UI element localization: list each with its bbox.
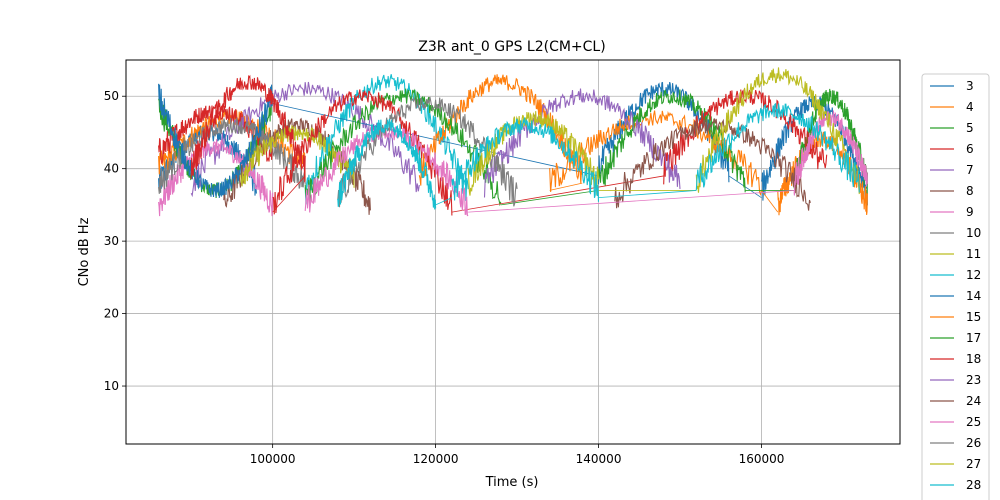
series-24-pass (614, 118, 811, 211)
legend-item: 14 (930, 289, 981, 303)
x-tick-label: 100000 (250, 452, 296, 466)
x-axis-label: Time (s) (485, 475, 539, 490)
series-28-pass (451, 117, 600, 202)
series-25-pass (304, 124, 469, 217)
legend-label: 10 (966, 226, 981, 240)
series-25-line (304, 110, 868, 217)
legend-item: 6 (930, 142, 974, 156)
y-tick-label: 10 (104, 379, 119, 393)
x-tick-label: 140000 (576, 452, 622, 466)
legend-item: 7 (930, 163, 974, 177)
series-18-pass (272, 89, 453, 216)
legend-label: 27 (966, 457, 981, 471)
legend-item: 9 (930, 205, 974, 219)
series-18-pass (190, 74, 306, 183)
legend-label: 28 (966, 478, 981, 492)
legend-item: 18 (930, 352, 981, 366)
legend-item: 4 (930, 100, 974, 114)
plot-area (158, 67, 868, 217)
series-28-pass (337, 118, 437, 210)
series-15-gap-line (761, 190, 779, 213)
series-23-line (483, 88, 681, 198)
y-tick-label: 50 (104, 89, 119, 103)
legend-frame (921, 73, 990, 500)
legend-label: 14 (966, 289, 981, 303)
y-tick-label: 20 (104, 307, 119, 321)
x-tick-label: 120000 (413, 452, 459, 466)
legend-item: 26 (930, 436, 981, 450)
legend-item: 10 (930, 226, 981, 240)
legend-item: 11 (930, 247, 981, 261)
legend-label: 7 (966, 163, 974, 177)
series-9-line (158, 137, 274, 217)
legend-label: 26 (966, 436, 981, 450)
y-tick-label: 30 (104, 234, 119, 248)
legend-item: 5 (930, 121, 974, 135)
chart-title: Z3R ant_0 GPS L2(CM+CL) (418, 39, 605, 55)
legend-label: 24 (966, 394, 981, 408)
legend-label: 25 (966, 415, 981, 429)
legend-item: 23 (930, 373, 981, 387)
series-17-gap-line (500, 190, 599, 206)
legend-item: 3 (930, 79, 974, 93)
series-14-pass (158, 83, 274, 198)
series-11-pass (239, 125, 355, 188)
series-25-gap-line (468, 190, 795, 213)
legend-label: 11 (966, 247, 981, 261)
legend-item: 15 (930, 310, 981, 324)
plot-frame (125, 59, 901, 445)
series-7-line (190, 81, 420, 198)
series-25-pass (793, 110, 868, 196)
series-15-gap-line (549, 182, 583, 191)
series-18-gap-line (272, 175, 306, 213)
series-28-pass (695, 102, 860, 193)
legend-label: 17 (966, 331, 981, 345)
legend-label: 12 (966, 268, 981, 282)
series-7-pass (190, 81, 420, 198)
series-24-line (614, 118, 811, 211)
series-28-line (337, 102, 860, 210)
legend-label: 9 (966, 205, 974, 219)
series-18-line (190, 74, 828, 216)
legend-label: 3 (966, 79, 974, 93)
legend-item: 28 (930, 478, 981, 492)
series-23-pass (483, 88, 681, 198)
y-axis: 10 20 30 40 50 (104, 89, 126, 393)
legend-label: 18 (966, 352, 981, 366)
series-27-pass (695, 67, 860, 195)
legend-item: 27 (930, 457, 981, 471)
legend-item: 24 (930, 394, 981, 408)
series-18-gap-line (451, 175, 664, 213)
y-axis-label: CNo dB Hz (77, 217, 92, 286)
grid-lines (126, 60, 900, 444)
legend-item: 12 (930, 268, 981, 282)
series-17-pass (304, 88, 502, 207)
y-tick-label: 40 (104, 162, 119, 176)
series-10-line (158, 116, 306, 194)
legend-label: 8 (966, 184, 974, 198)
x-tick-label: 160000 (739, 452, 785, 466)
legend-label: 15 (966, 310, 981, 324)
legend-item: 8 (930, 184, 974, 198)
series-11-line (239, 125, 355, 188)
legend-label: 23 (966, 373, 981, 387)
legend-label: 5 (966, 121, 974, 135)
series-14-pass (760, 95, 868, 206)
series-10-pass (158, 116, 306, 194)
series-9-pass (158, 137, 274, 217)
x-axis: 100000 120000 140000 160000 (250, 444, 785, 466)
legend-item: 17 (930, 331, 981, 345)
series-18-pass (663, 89, 828, 185)
legend: 3 4 5 6 7 8 9 10 11 12 14 15 17 18 23 24 25 26 27 28 (921, 73, 990, 500)
series-28-gap-line (598, 190, 697, 199)
series-28-gap-line (435, 197, 453, 206)
legend-label: 4 (966, 100, 974, 114)
legend-item: 25 (930, 415, 981, 429)
legend-label: 6 (966, 142, 974, 156)
